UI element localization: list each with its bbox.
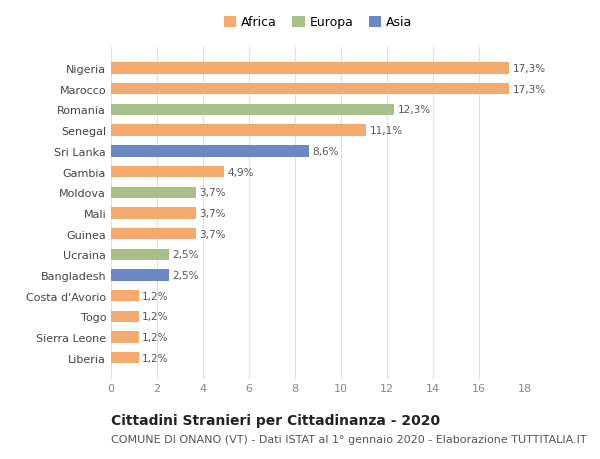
Text: 12,3%: 12,3% — [397, 105, 430, 115]
Text: 8,6%: 8,6% — [312, 146, 339, 157]
Text: 2,5%: 2,5% — [172, 250, 199, 260]
Text: 3,7%: 3,7% — [200, 208, 226, 218]
Text: 1,2%: 1,2% — [142, 353, 169, 363]
Bar — [111, 187, 196, 198]
Text: Cittadini Stranieri per Cittadinanza - 2020: Cittadini Stranieri per Cittadinanza - 2… — [111, 413, 440, 427]
Bar — [111, 311, 139, 322]
Bar — [111, 84, 509, 95]
Bar — [111, 353, 139, 364]
Bar — [111, 125, 366, 136]
Bar — [111, 105, 394, 116]
Text: 1,2%: 1,2% — [142, 332, 169, 342]
Text: 11,1%: 11,1% — [370, 126, 403, 136]
Text: 17,3%: 17,3% — [512, 64, 545, 74]
Bar — [111, 146, 309, 157]
Bar — [111, 270, 169, 281]
Text: 4,9%: 4,9% — [227, 167, 254, 177]
Bar — [111, 332, 139, 343]
Text: 3,7%: 3,7% — [200, 229, 226, 239]
Bar — [111, 291, 139, 302]
Text: 17,3%: 17,3% — [512, 84, 545, 95]
Bar — [111, 208, 196, 219]
Bar — [111, 249, 169, 260]
Text: 2,5%: 2,5% — [172, 270, 199, 280]
Text: 1,2%: 1,2% — [142, 291, 169, 301]
Bar — [111, 167, 224, 178]
Bar — [111, 229, 196, 240]
Legend: Africa, Europa, Asia: Africa, Europa, Asia — [224, 17, 412, 29]
Text: 1,2%: 1,2% — [142, 312, 169, 322]
Text: 3,7%: 3,7% — [200, 188, 226, 198]
Bar — [111, 63, 509, 74]
Text: COMUNE DI ONANO (VT) - Dati ISTAT al 1° gennaio 2020 - Elaborazione TUTTITALIA.I: COMUNE DI ONANO (VT) - Dati ISTAT al 1° … — [111, 434, 587, 444]
